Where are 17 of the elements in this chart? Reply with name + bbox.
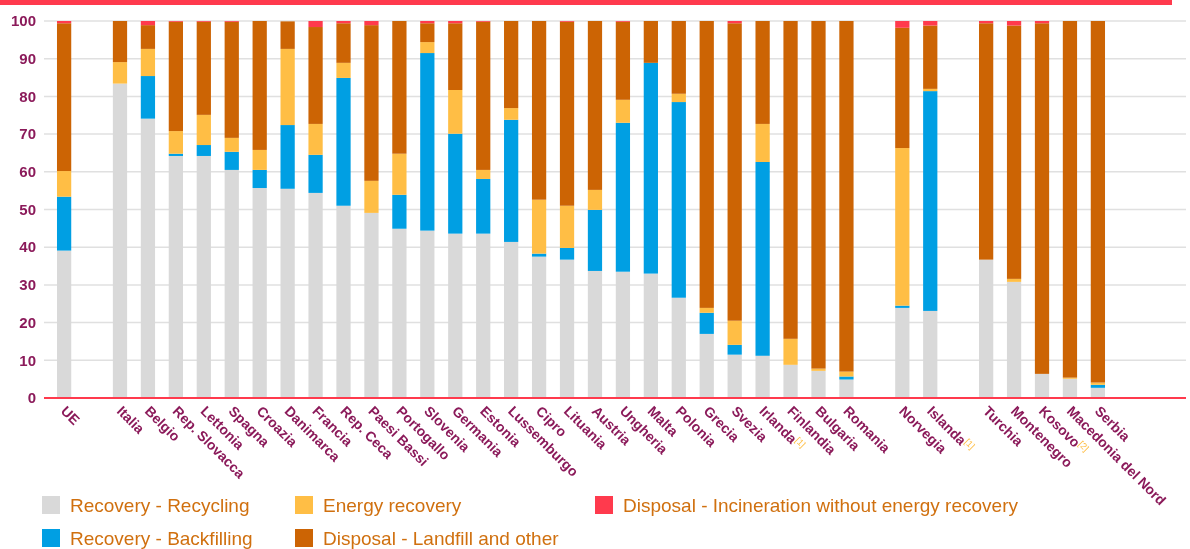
legend-label: Recovery - Recycling [70,494,250,516]
y-tick-label: 30 [19,276,36,294]
legend-label: Recovery - Backfilling [70,527,253,549]
legend-label: Disposal - Landfill and other [323,527,560,549]
y-tick-label: 70 [19,125,36,143]
y-tick-label: 40 [19,238,36,256]
y-tick-label: 50 [19,200,36,218]
y-tick-label: 60 [19,163,36,181]
y-tick-label: 80 [19,87,36,105]
y-tick-label: 100 [10,12,36,30]
legend-label: Disposal - Incineration without energy recovery [623,494,1019,516]
y-tick-label: 10 [19,351,36,369]
y-tick-label: 0 [27,389,36,407]
y-tick-label: 90 [19,49,36,67]
y-tick-label: 20 [19,313,36,331]
legend-label: Energy recovery [323,494,462,516]
x-tick-label: UE [57,402,84,428]
